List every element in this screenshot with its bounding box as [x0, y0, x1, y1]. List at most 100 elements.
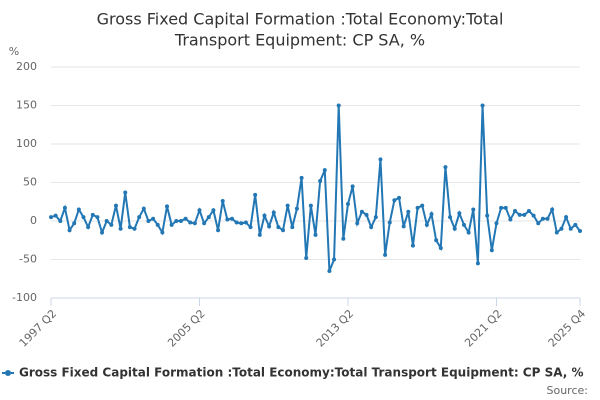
- data-point: [86, 225, 91, 230]
- data-point: [420, 203, 425, 208]
- data-point: [461, 222, 466, 227]
- data-point: [499, 205, 504, 210]
- data-point: [485, 213, 490, 218]
- data-point: [127, 225, 132, 230]
- data-point: [151, 216, 156, 221]
- data-point: [383, 252, 388, 257]
- data-point: [443, 165, 448, 170]
- source: Source:: [547, 384, 589, 397]
- x-tick-label: 2021 Q2: [462, 307, 505, 350]
- data-point: [165, 204, 170, 209]
- legend-marker: [5, 370, 11, 376]
- data-point: [559, 226, 564, 231]
- legend-label: Gross Fixed Capital Formation :Total Eco…: [19, 366, 584, 380]
- data-point: [494, 221, 499, 226]
- data-point: [211, 208, 216, 213]
- data-point: [141, 206, 146, 211]
- data-point: [452, 226, 457, 231]
- data-point: [513, 208, 518, 213]
- data-point: [267, 224, 272, 229]
- data-point: [550, 207, 555, 212]
- data-point: [448, 215, 453, 220]
- data-point: [503, 205, 508, 210]
- data-point: [174, 219, 179, 223]
- data-point: [489, 248, 494, 253]
- data-point: [364, 212, 369, 217]
- data-point: [336, 103, 341, 108]
- chart-title: Transport Equipment: CP SA, %: [174, 31, 425, 50]
- data-point: [438, 245, 443, 250]
- series-line: [50, 105, 581, 272]
- data-point: [341, 236, 346, 241]
- data-point: [239, 221, 244, 226]
- y-tick-label: 200: [16, 60, 37, 73]
- data-point: [568, 226, 573, 231]
- data-point: [49, 215, 53, 220]
- data-point: [554, 230, 559, 235]
- data-point: [373, 215, 378, 220]
- data-point: [248, 225, 253, 230]
- y-tick-label: 0: [30, 214, 37, 227]
- data-point: [197, 208, 202, 213]
- data-point: [229, 216, 234, 221]
- data-point: [308, 203, 313, 208]
- data-point: [118, 226, 123, 231]
- y-tick-label: 150: [16, 99, 37, 112]
- data-point: [327, 269, 332, 274]
- data-point: [410, 243, 415, 248]
- x-tick-label: 1997 Q2: [17, 307, 60, 350]
- data-point: [434, 238, 439, 243]
- data-point: [188, 220, 193, 225]
- data-point: [137, 215, 142, 220]
- data-point: [564, 215, 569, 220]
- data-point: [401, 224, 406, 229]
- data-point: [294, 206, 299, 211]
- data-point: [424, 222, 429, 227]
- data-point: [387, 220, 392, 225]
- data-point: [378, 157, 383, 162]
- x-tick-label: 2025 Q4: [546, 307, 589, 350]
- data-point: [169, 222, 174, 227]
- data-point: [192, 221, 197, 226]
- data-point: [522, 212, 527, 217]
- x-tick-label: 2013 Q2: [314, 307, 357, 350]
- data-point: [415, 205, 420, 210]
- data-point: [123, 190, 128, 195]
- data-point: [285, 203, 290, 208]
- data-point: [345, 202, 350, 207]
- data-point: [531, 213, 536, 218]
- data-point: [183, 216, 188, 221]
- data-point: [58, 219, 63, 223]
- data-point: [475, 261, 480, 266]
- data-point: [132, 226, 137, 231]
- data-point: [234, 220, 239, 225]
- chart-title: Gross Fixed Capital Formation :Total Eco…: [97, 10, 504, 29]
- data-point: [271, 210, 276, 215]
- data-point: [281, 228, 286, 233]
- data-point: [517, 212, 522, 217]
- data-point: [299, 175, 304, 180]
- data-point: [318, 178, 323, 183]
- data-point: [406, 209, 411, 214]
- data-point: [178, 219, 183, 223]
- y-tick-label: 50: [23, 176, 37, 189]
- data-point: [90, 212, 95, 217]
- data-point: [76, 207, 81, 212]
- data-point: [113, 203, 118, 208]
- data-point: [471, 207, 476, 212]
- data-point: [480, 103, 485, 108]
- data-point: [262, 213, 267, 218]
- y-tick-label: -100: [12, 291, 37, 304]
- data-point: [72, 221, 77, 226]
- data-point: [109, 222, 114, 227]
- data-point: [216, 228, 221, 233]
- data-point: [332, 257, 337, 262]
- data-point: [350, 184, 355, 189]
- data-point: [355, 221, 360, 226]
- data-point: [578, 229, 582, 234]
- data-point: [429, 212, 434, 217]
- data-point: [104, 219, 109, 223]
- data-point: [359, 209, 364, 214]
- y-tick-label: -50: [19, 253, 37, 266]
